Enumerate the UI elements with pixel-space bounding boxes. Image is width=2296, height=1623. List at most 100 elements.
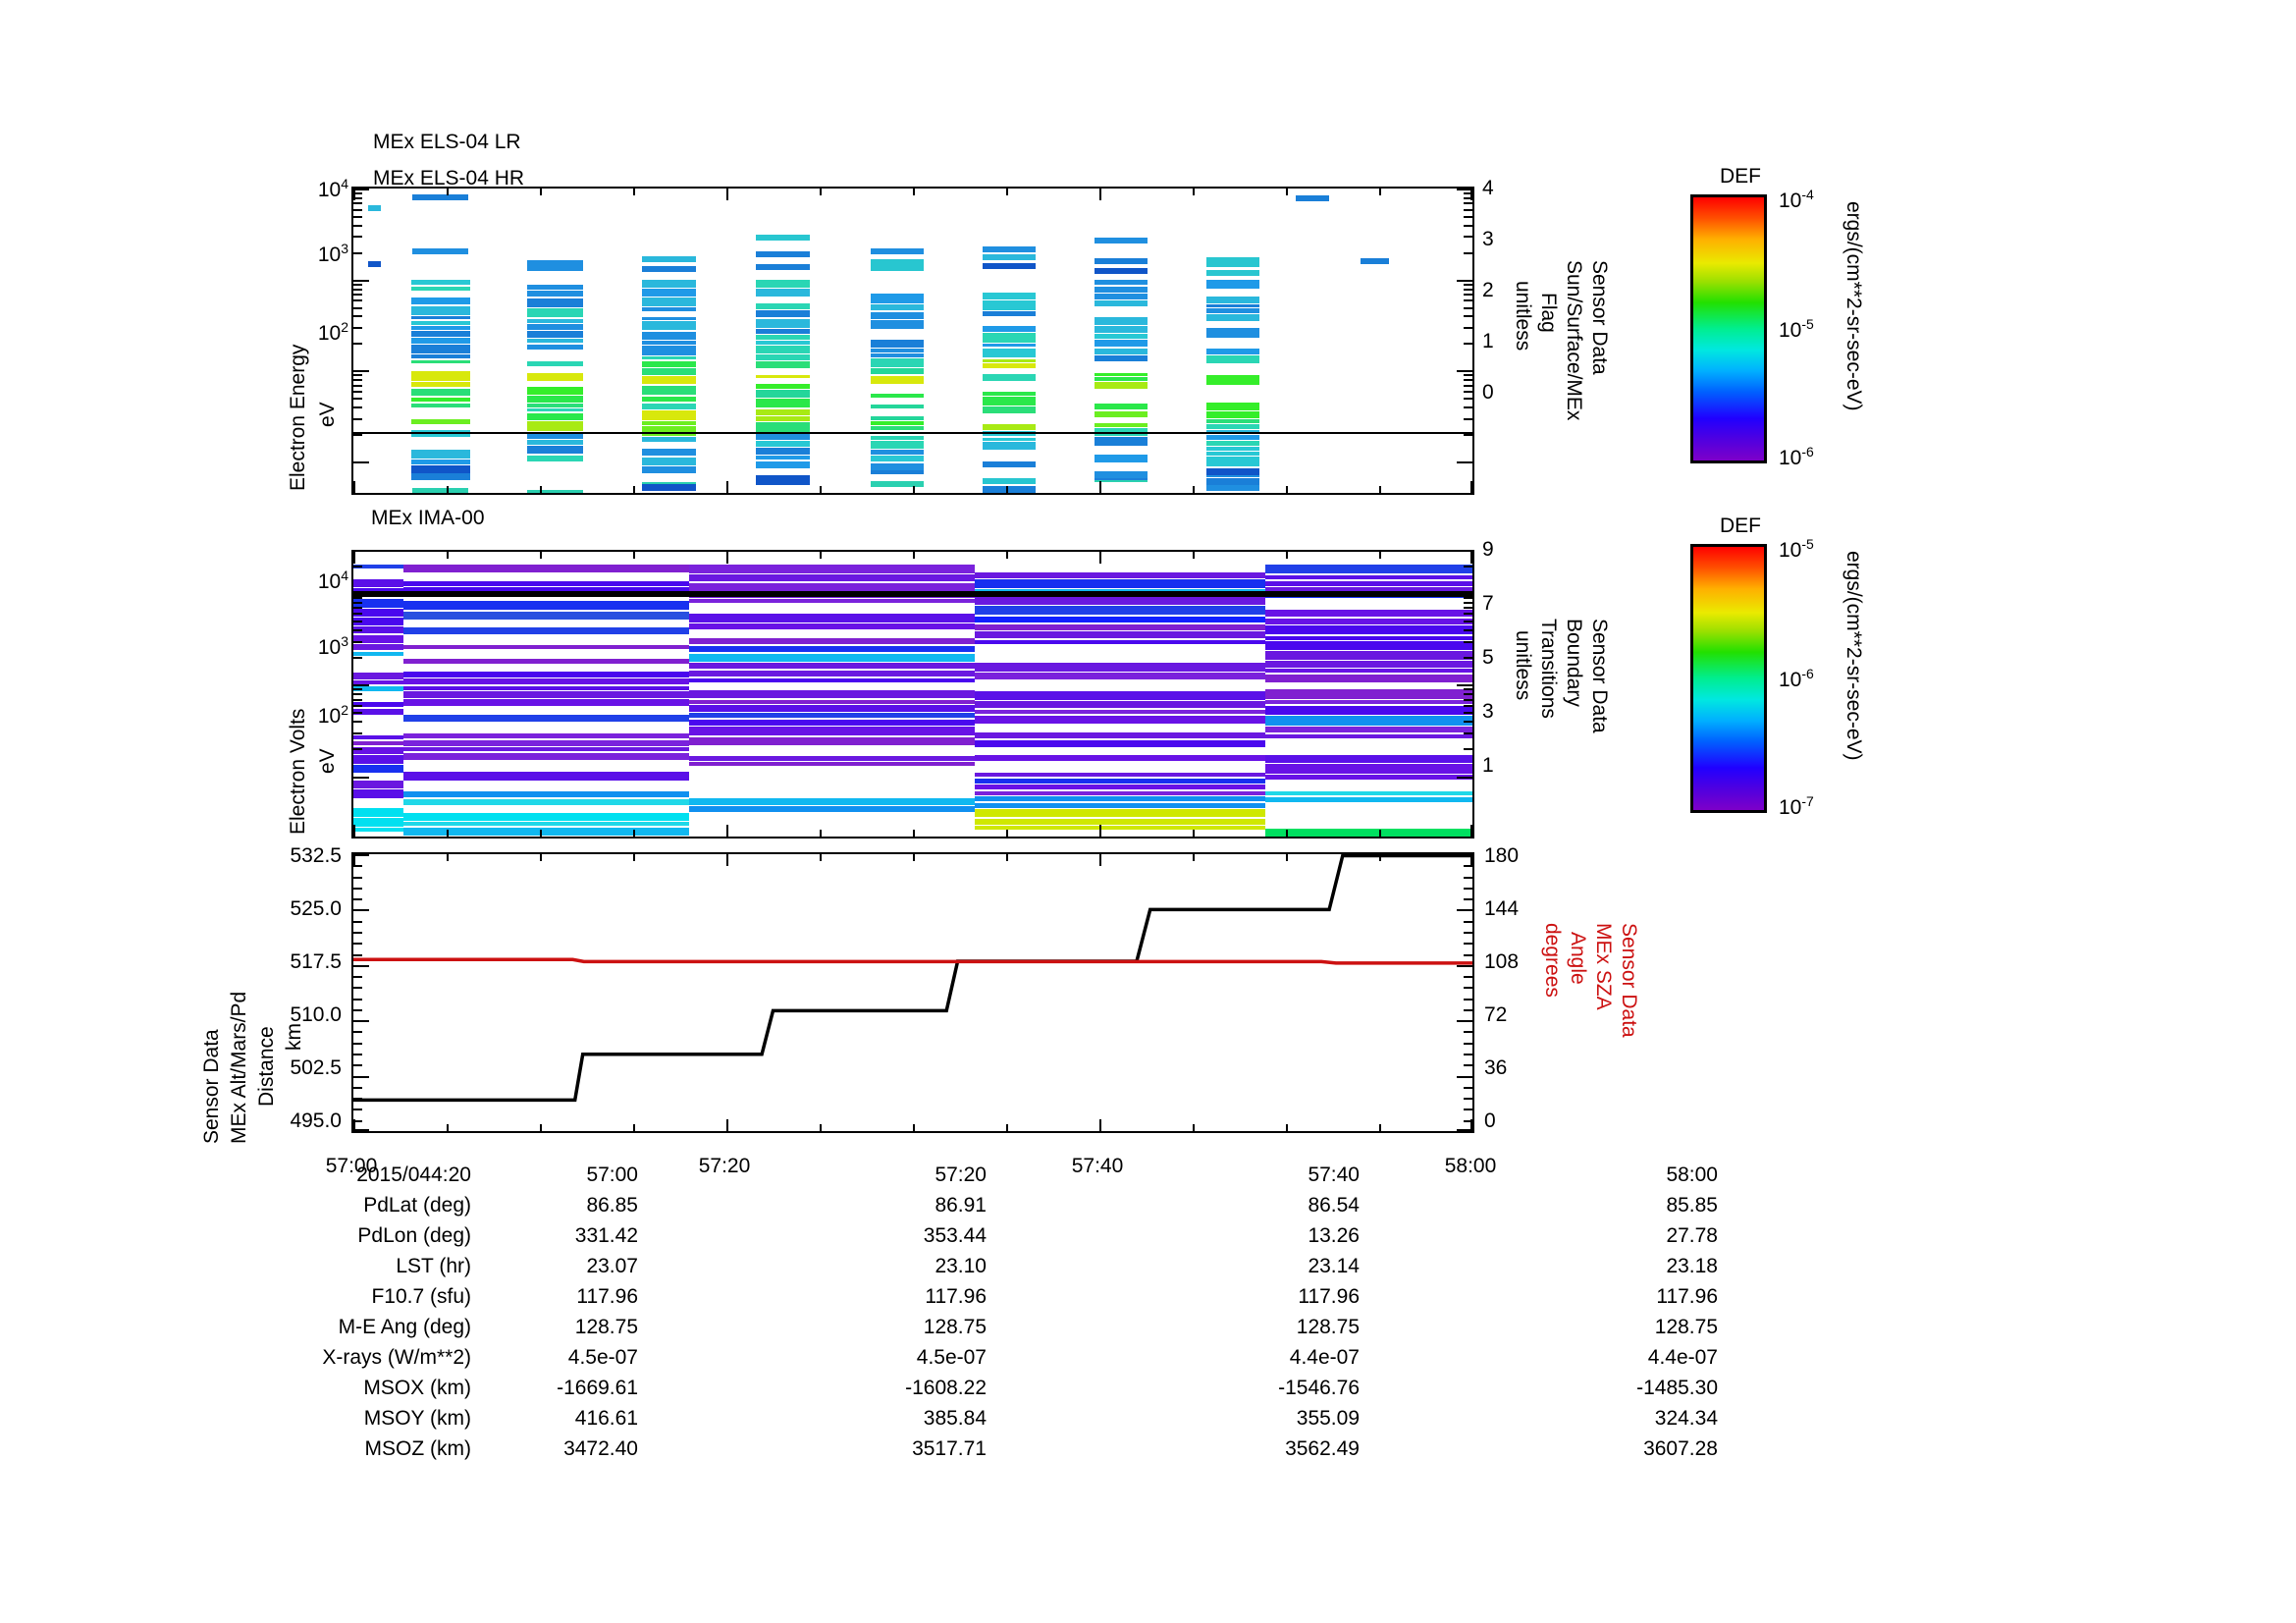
sza-trace (353, 957, 1472, 965)
table-cell: 324.34 (1654, 1407, 1718, 1430)
spectrogram-bar (1265, 625, 1472, 635)
table-cell: 13.26 (1308, 1224, 1360, 1247)
table-cell: 128.75 (1654, 1316, 1718, 1338)
spectrogram-bar (870, 416, 925, 420)
spectrogram-bar (974, 809, 1266, 818)
spectrogram-bar (1265, 609, 1472, 618)
spectrogram-bar (353, 685, 404, 692)
spectrogram-bar (1265, 775, 1472, 780)
top-yright-tick-3: 3 (1482, 228, 1494, 250)
spectrogram-bar (982, 374, 1037, 381)
spectrogram-bar (642, 465, 696, 473)
spectrogram-bar (367, 261, 382, 268)
table-cell: 128.75 (1296, 1316, 1360, 1338)
spectrogram-bar (974, 631, 1266, 639)
table-cell: 86.54 (1308, 1194, 1360, 1217)
spectrogram-bar (756, 408, 811, 415)
spectrogram-bar (403, 659, 689, 664)
spectrogram-bar (1265, 726, 1472, 733)
spectrogram-bar (756, 341, 811, 346)
spectrogram-bar (411, 344, 470, 354)
spectrogram-bar (974, 709, 1266, 715)
middle-yright-tick-3: 3 (1482, 700, 1494, 723)
spectrogram-bar (1205, 349, 1260, 354)
spectrogram-bar (689, 637, 975, 645)
table-cell: 117.96 (1298, 1285, 1360, 1308)
spectrogram-bar (1205, 270, 1260, 277)
spectrogram-bar (756, 361, 811, 369)
spectrogram-bar (689, 727, 975, 736)
spectrogram-bar (353, 765, 404, 773)
spectrogram-bar (756, 328, 811, 334)
spectrogram-bar (1265, 635, 1472, 640)
table-cell: 128.75 (923, 1316, 987, 1338)
spectrogram-bar (756, 416, 811, 421)
spectrogram-bar (756, 460, 811, 469)
spectrogram-bar (756, 263, 811, 270)
spectrogram-bar (756, 280, 811, 289)
spectrogram-bar (756, 389, 811, 398)
top-panel-title-hr: MEx ELS-04 HR (373, 167, 525, 189)
spectrogram-bar (411, 297, 470, 305)
spectrogram-bar (642, 483, 696, 491)
spectrogram-bar (982, 348, 1037, 358)
spectrogram-bar (756, 334, 811, 341)
spectrogram-bar (870, 311, 925, 319)
spectrogram-bar (403, 747, 689, 752)
top-y-tick-1e4: 104 (317, 176, 348, 201)
spectrogram-bar (982, 310, 1037, 317)
spectrogram-bar (353, 818, 404, 827)
spectrogram-bar (974, 732, 1266, 739)
spectrogram-bar (526, 290, 583, 298)
spectrogram-bar (526, 489, 583, 493)
bottom-y-tick-510: 510.0 (290, 1003, 342, 1026)
table-cell: 353.44 (923, 1224, 987, 1247)
spectrogram-bar (526, 421, 583, 431)
spectrogram-bar (353, 746, 404, 754)
spectrogram-bar (1205, 374, 1260, 385)
spectrogram-bar (642, 298, 696, 306)
spectrogram-bar (526, 344, 583, 351)
spectrogram-bar (403, 685, 689, 690)
spectrogram-bar (1265, 587, 1472, 593)
table-cell: 23.07 (586, 1255, 638, 1277)
colorbar-1-title: DEF (1720, 165, 1761, 188)
bottom-yright-tick-36: 36 (1484, 1056, 1508, 1079)
spectrogram-bar (526, 396, 583, 404)
spectrogram-bar (1265, 574, 1472, 580)
spectrogram-bar (403, 626, 689, 634)
spectrogram-bar (403, 691, 689, 698)
spectrogram-bar (870, 320, 925, 329)
top-spectrogram-panel[interactable] (351, 187, 1474, 495)
spectrogram-bar (411, 403, 470, 408)
spectrogram-bar (974, 673, 1266, 679)
table-cell: 4.4e-07 (1289, 1346, 1360, 1369)
colorbar-1-mid-label: 10-5 (1779, 316, 1814, 342)
spectrogram-bar (1094, 339, 1148, 348)
spectrogram-bar (982, 300, 1037, 310)
spectrogram-bar (974, 754, 1266, 762)
spectrogram-bar (756, 289, 811, 298)
table-cell: 4.5e-07 (916, 1346, 987, 1369)
spectrogram-bar (974, 579, 1266, 588)
spectrogram-bar (974, 663, 1266, 672)
spectrogram-bar (1205, 451, 1260, 456)
spectrogram-bar (982, 392, 1037, 396)
spectrogram-bar (353, 634, 404, 643)
spectrogram-bar (411, 280, 470, 286)
table-cell: 86.85 (586, 1194, 638, 1217)
spectrogram-bar (870, 358, 925, 367)
bottom-line-panel[interactable] (351, 852, 1474, 1133)
middle-spectrogram-panel[interactable] (351, 550, 1474, 839)
spectrogram-bar (1094, 348, 1148, 354)
spectrogram-bar (870, 462, 925, 470)
spectrogram-bar (870, 258, 925, 265)
spectrogram-bar (982, 358, 1037, 362)
table-cell: 4.5e-07 (567, 1346, 638, 1369)
spectrogram-bar (756, 302, 811, 310)
spectrogram-bar (411, 315, 470, 320)
spectrogram-bar (689, 705, 975, 712)
table-row-label: MSOX (km) (363, 1377, 471, 1399)
spectrogram-bar (974, 571, 1266, 578)
spectrogram-bar (642, 255, 696, 262)
